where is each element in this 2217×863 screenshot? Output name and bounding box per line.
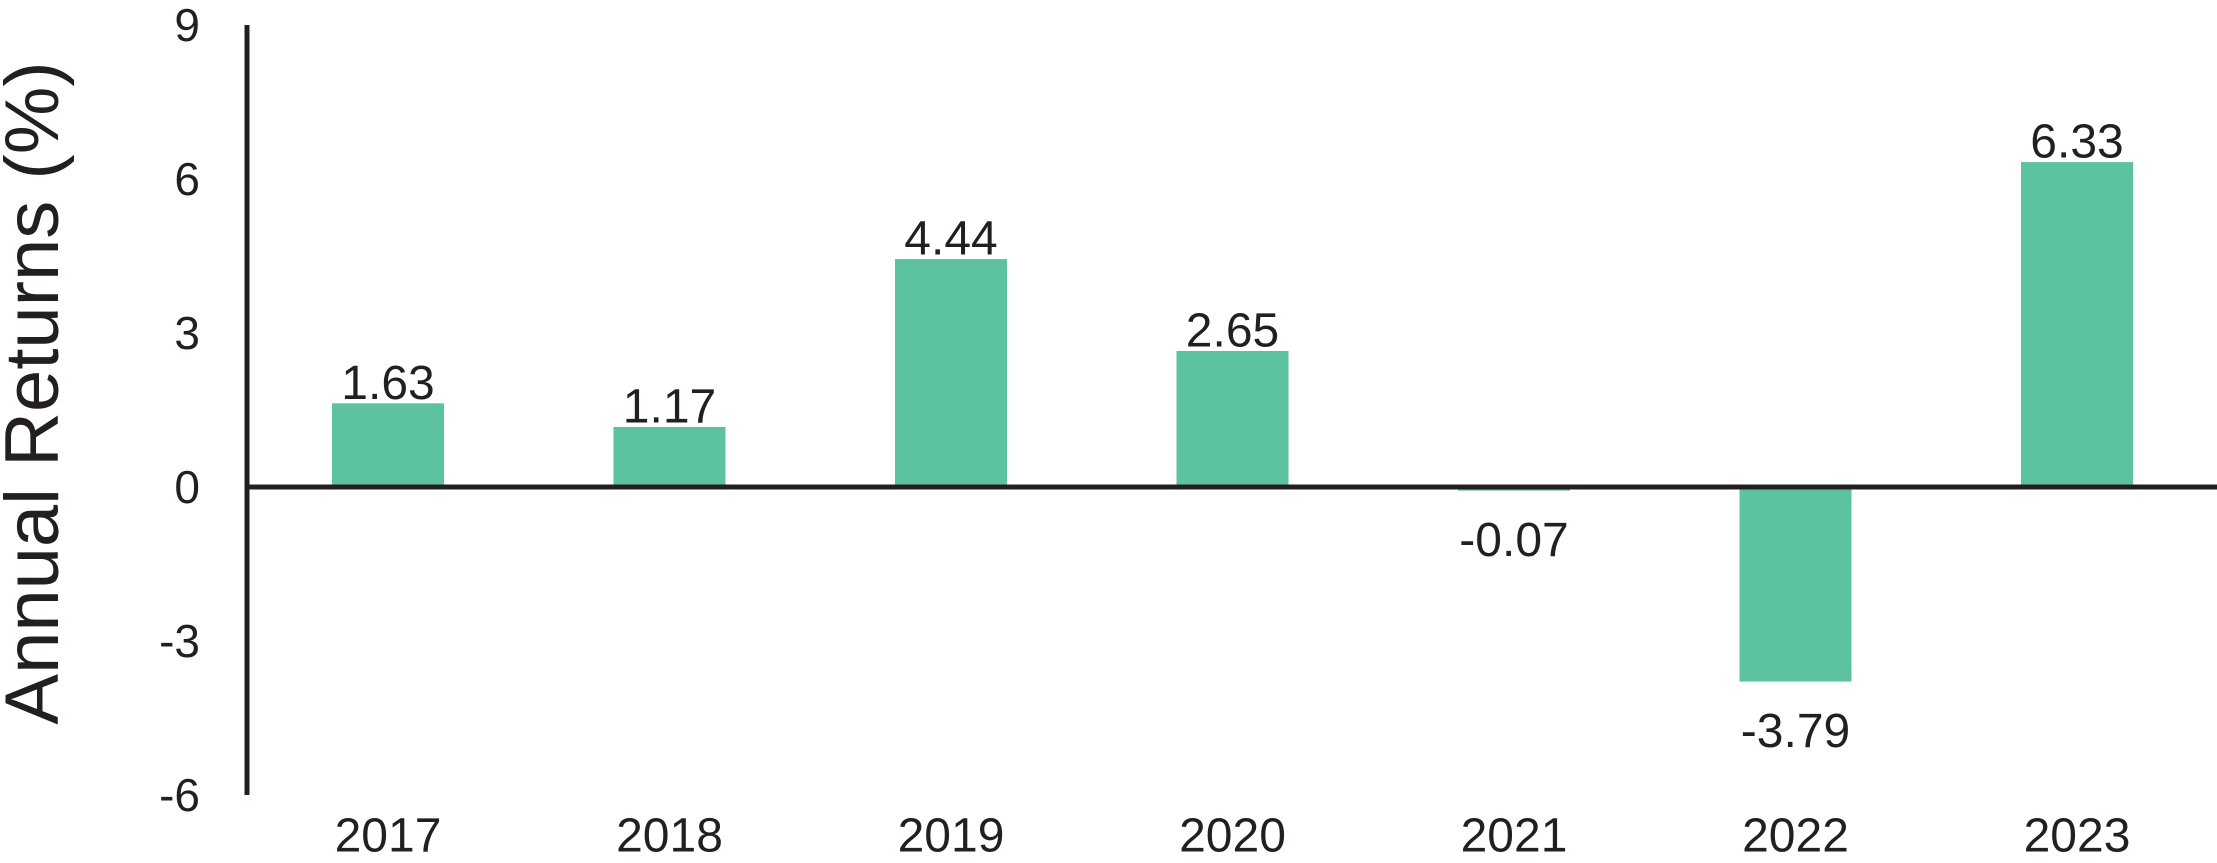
x-tick-labels: 2017 2018 2019 2020 2021 2022 2023 [335, 810, 2131, 863]
y-axis-label: Annual Returns (%) [0, 61, 75, 724]
data-label: 1.17 [623, 380, 716, 433]
bar-2019 [895, 259, 1007, 487]
x-tick-label: 2017 [335, 810, 442, 859]
data-label: 1.63 [341, 357, 434, 410]
bar-2023 [2021, 162, 2133, 487]
y-tick-label: -6 [159, 769, 200, 821]
x-tick-label: 2021 [1461, 810, 1568, 859]
y-tick-label: -3 [159, 615, 200, 667]
x-tick-label: 2022 [1742, 810, 1849, 859]
x-tick-label: 2018 [616, 810, 723, 859]
y-tick-label: 6 [174, 153, 200, 205]
y-tick-labels: 9 6 3 0 -3 -6 [159, 0, 200, 821]
bar-2018 [613, 426, 726, 487]
bar-2022 [1739, 487, 1852, 682]
x-tick-label: 2020 [1179, 810, 1286, 859]
data-label: 6.33 [2030, 116, 2123, 169]
x-tick-label: 2019 [898, 810, 1005, 859]
data-labels: 1.63 1.17 4.44 2.65 -0.07 -3.79 6.33 [341, 116, 2123, 758]
data-label: -0.07 [1459, 514, 1568, 567]
y-tick-label: 3 [174, 307, 200, 359]
bar-2017 [332, 403, 444, 487]
data-label: 2.65 [1186, 304, 1279, 357]
bar-series [332, 162, 2133, 682]
x-tick-label: 2023 [2024, 810, 2131, 859]
y-tick-label: 9 [174, 0, 200, 51]
data-label: 4.44 [904, 213, 997, 266]
bar-2020 [1176, 350, 1289, 487]
data-label: -3.79 [1741, 705, 1850, 758]
y-tick-label: 0 [174, 461, 200, 513]
